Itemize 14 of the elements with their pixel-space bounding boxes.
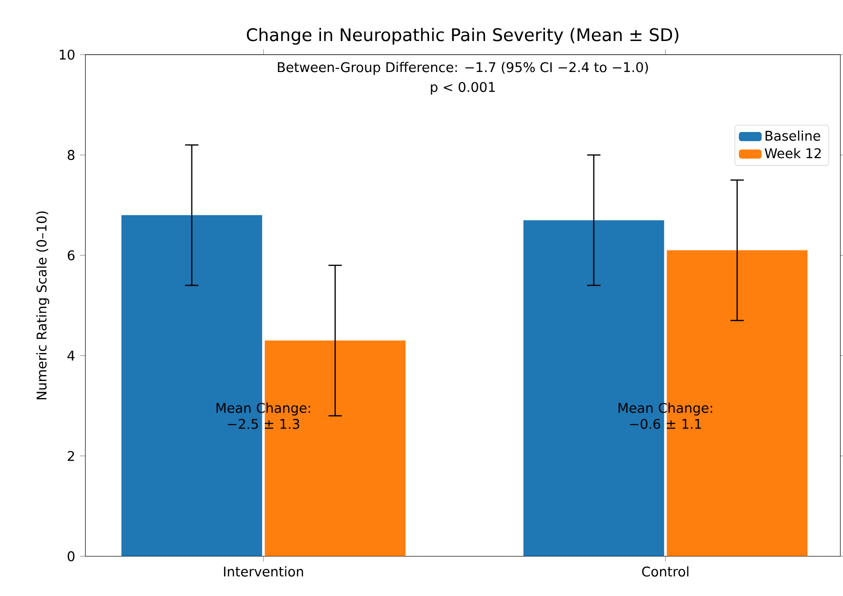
legend-label: Week 12	[764, 148, 821, 158]
y-tick-label: 10	[60, 50, 74, 60]
y-tick-label: 6	[68, 250, 74, 260]
y-axis-title: Numeric Rating Scale (0–10)	[36, 211, 50, 400]
y-tick-label: 4	[67, 350, 75, 360]
legend-label: Baseline	[766, 130, 820, 141]
x-tick-label: Control	[642, 566, 688, 576]
annotation: p < 0.001	[430, 82, 495, 95]
chart-title: Change in Neuropathic Pain Severity (Mean ± SD)	[246, 28, 678, 45]
x-tick-label: Intervention	[224, 566, 304, 576]
y-tick-label: 2	[68, 450, 74, 461]
y-tick-label: 8	[68, 150, 74, 160]
annotation: Between-Group Difference: −1.7 (95% CI −2.4 to −1.0)	[278, 62, 648, 75]
y-tick-label: 0	[68, 551, 74, 562]
